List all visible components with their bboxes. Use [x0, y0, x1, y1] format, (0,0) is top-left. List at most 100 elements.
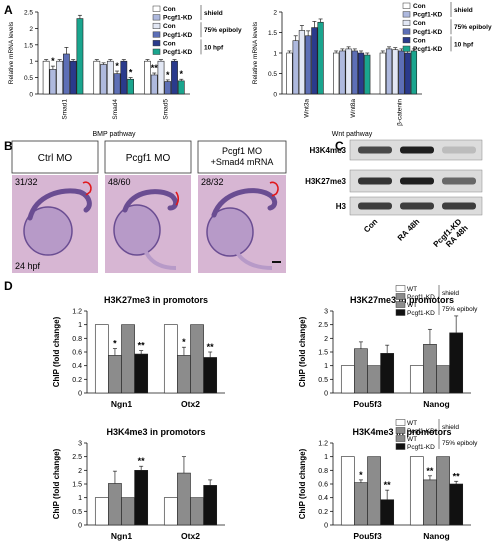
bar — [351, 50, 358, 95]
y-tick-label: 0 — [273, 92, 277, 99]
blot-band — [400, 146, 434, 154]
legend-label: Pcgf1-KD — [407, 428, 435, 435]
x-tick-label: Smad5 — [163, 99, 170, 120]
chart-d-h3k4-neural: H3K4me3 in promotors ChIP (fold change) 0 0… — [52, 427, 225, 541]
legend-group-label: 10 hpf — [204, 44, 224, 51]
bar — [108, 483, 122, 526]
y-tick-label: 0.5 — [72, 509, 82, 516]
legend-swatch — [395, 309, 406, 316]
y-tick-label: 2.5 — [24, 10, 33, 17]
significance-mark: * — [166, 70, 170, 80]
y-tick-label: 0.5 — [24, 75, 33, 82]
bar — [311, 27, 318, 95]
y-axis-label: ChIP (fold change) — [298, 448, 307, 519]
legend-label: WT — [407, 302, 417, 309]
panel-b-label-ctrl-text: Ctrl MO — [38, 153, 73, 164]
bar — [292, 40, 299, 95]
chart-d-h3k27-neural: H3K27me3 in promotors ChIP (fold change) 0… — [52, 295, 225, 409]
legend-a-bmp: ConPcgf1-KDConPcgf1-KDConPcgf1-KDshield7… — [152, 5, 242, 56]
y-tick-label: 3 — [324, 309, 328, 316]
bar — [298, 30, 306, 95]
bar — [423, 479, 437, 526]
bar — [404, 52, 411, 95]
legend-swatch — [395, 443, 406, 450]
blot-band — [400, 202, 434, 210]
blot-lane-label-line: RA 48h — [396, 217, 422, 243]
legend-group-label: 75% epiboly — [442, 306, 478, 313]
bar — [177, 472, 191, 526]
y-tick-label: 0.2 — [72, 377, 82, 384]
legend-swatch — [395, 427, 406, 434]
bar — [63, 53, 70, 95]
embryo-count-rescue: 28/32 — [201, 177, 224, 187]
blot-band — [400, 177, 434, 185]
rescue-label-line: +Smad4 mRNA — [211, 157, 274, 167]
y-tick-label: 0 — [324, 523, 328, 530]
legend-group-label: shield — [442, 424, 459, 431]
chart-title: H3K4me3 in promotors — [106, 427, 205, 437]
bar — [134, 470, 149, 526]
bar — [171, 60, 178, 95]
y-tick-label: 1 — [273, 51, 277, 58]
y-tick-label: 0.6 — [318, 482, 328, 489]
bar — [380, 353, 395, 394]
significance-mark: ** — [151, 63, 159, 73]
chart-a-bmp: Relative mRNA levels 0 0.5 1 1.5 2 2.5 Smad1 Sma… — [8, 10, 190, 138]
legend-label: WT — [407, 420, 417, 427]
legend-swatch — [395, 293, 406, 300]
bar — [367, 456, 381, 526]
bar — [409, 456, 424, 526]
bar — [449, 332, 464, 394]
bar — [364, 54, 371, 95]
bar — [93, 60, 101, 95]
significance-mark: ** — [453, 471, 461, 481]
significance-mark: ** — [207, 342, 215, 352]
x-tick-label: Otx2 — [181, 531, 200, 541]
bar — [392, 49, 399, 95]
bar — [127, 78, 134, 95]
legend-swatch — [152, 5, 161, 12]
bar — [410, 50, 418, 95]
y-tick-label: 0.5 — [268, 71, 277, 78]
legend-swatch — [395, 301, 406, 308]
embryo-count-pcgf1: 48/60 — [108, 177, 131, 187]
bar — [340, 365, 355, 394]
legend-label: Pcgf1-KD — [407, 310, 435, 317]
legend-swatch — [152, 22, 161, 29]
panel-b-label-rescue-text: Pcgf1 MO +Smad4 mRNA — [211, 146, 274, 167]
legend-label: Pcgf1-KD — [407, 294, 435, 301]
blot-band — [442, 177, 476, 185]
y-tick-label: 2.5 — [72, 454, 82, 461]
bar — [121, 324, 135, 394]
bar — [69, 60, 77, 95]
x-tick-label: Smad1 — [61, 99, 68, 120]
x-axis-label: BMP pathway — [92, 131, 136, 138]
bar — [134, 353, 149, 394]
bar — [436, 456, 450, 526]
blot-band — [442, 146, 476, 154]
bar — [190, 324, 204, 394]
y-tick-label: 0.2 — [318, 509, 328, 516]
legend-label: Pcgf1-KD — [163, 15, 193, 22]
legend-group-label: 75% epiboly — [204, 27, 242, 34]
legend-label: Con — [163, 40, 176, 47]
x-tick-label: Wnt3a — [303, 99, 310, 118]
legend-swatch — [152, 14, 161, 21]
significance-mark: * — [115, 61, 119, 71]
embryo-image-pcgf1: 48/60 — [105, 175, 191, 273]
legend-label: Con — [413, 20, 426, 27]
significance-mark: * — [113, 339, 117, 349]
y-axis-label: Relative mRNA levels — [8, 21, 15, 84]
bar — [157, 60, 165, 95]
x-tick-label: Wnt8a — [350, 99, 357, 118]
bar — [340, 456, 355, 526]
blot-band — [358, 202, 392, 210]
chart-title: H3K27me3 in promotors — [104, 295, 208, 305]
bar — [339, 50, 346, 95]
y-tick-label: 1.2 — [318, 441, 328, 448]
western-blot: H3K4me3 H3K27me3 H3 Con RA 48h Pcgf1-KDRA 48h — [305, 139, 483, 249]
blot-band — [358, 146, 392, 154]
legend-group-label: 10 hpf — [454, 41, 474, 48]
y-tick-label: 1 — [78, 495, 82, 502]
